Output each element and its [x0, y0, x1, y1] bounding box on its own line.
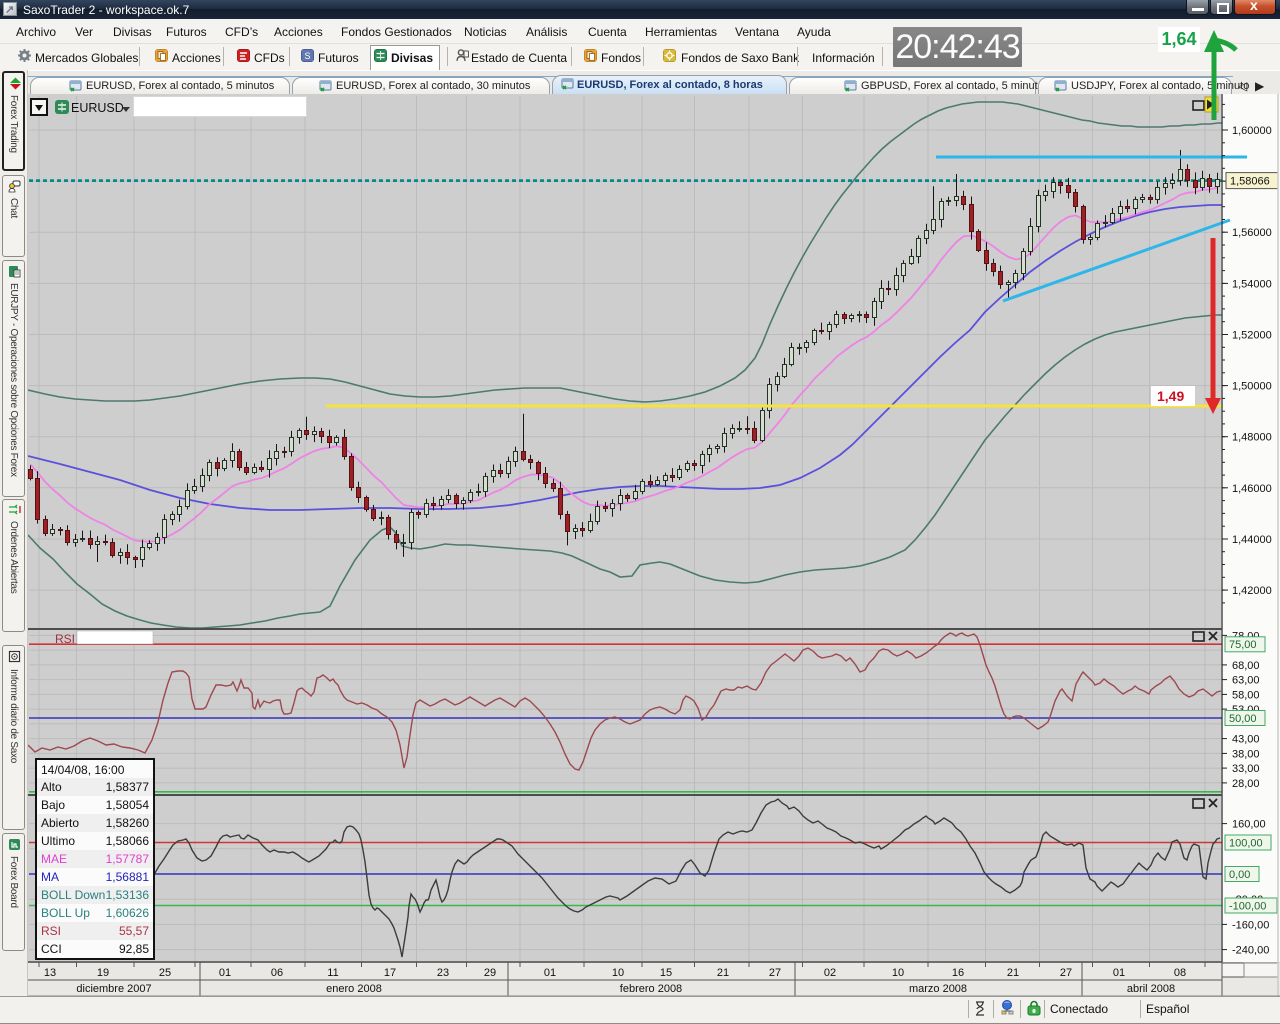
svg-text:29: 29 — [484, 967, 496, 979]
svg-text:1,60000: 1,60000 — [1232, 125, 1272, 137]
svg-text:febrero 2008: febrero 2008 — [620, 983, 682, 995]
svg-text:01: 01 — [1113, 967, 1125, 979]
svg-text:diciembre 2007: diciembre 2007 — [76, 983, 151, 995]
svg-text:21: 21 — [717, 967, 729, 979]
svg-text:16: 16 — [952, 967, 964, 979]
svg-text:1,46000: 1,46000 — [1232, 483, 1272, 495]
svg-text:1,48000: 1,48000 — [1232, 432, 1272, 444]
svg-text:1,58066: 1,58066 — [1230, 176, 1270, 188]
svg-text:-100,00: -100,00 — [1229, 901, 1266, 913]
svg-text:01: 01 — [219, 967, 231, 979]
svg-text:25: 25 — [159, 967, 171, 979]
svg-text:68,00: 68,00 — [1232, 660, 1260, 672]
svg-text:63,00: 63,00 — [1232, 675, 1260, 687]
svg-text:28,00: 28,00 — [1232, 778, 1260, 790]
svg-text:75,00: 75,00 — [1229, 639, 1257, 651]
svg-text:17: 17 — [384, 967, 396, 979]
svg-text:marzo 2008: marzo 2008 — [909, 983, 967, 995]
svg-text:21: 21 — [1007, 967, 1019, 979]
svg-text:S: S — [305, 51, 311, 61]
svg-text:27: 27 — [769, 967, 781, 979]
svg-text:06: 06 — [271, 967, 283, 979]
svg-text:01: 01 — [544, 967, 556, 979]
svg-text:-160,00: -160,00 — [1232, 919, 1269, 931]
svg-text:-240,00: -240,00 — [1232, 945, 1269, 957]
svg-text:1,44000: 1,44000 — [1232, 534, 1272, 546]
svg-text:1,52000: 1,52000 — [1232, 330, 1272, 342]
svg-text:08: 08 — [1174, 967, 1186, 979]
svg-text:23: 23 — [437, 967, 449, 979]
svg-text:58,00: 58,00 — [1232, 689, 1260, 701]
svg-text:RSI: RSI — [55, 632, 75, 646]
svg-text:enero 2008: enero 2008 — [326, 983, 382, 995]
svg-text:33,00: 33,00 — [1232, 763, 1260, 775]
svg-text:1,54000: 1,54000 — [1232, 278, 1272, 290]
svg-text:160,00: 160,00 — [1232, 819, 1266, 831]
svg-text:1,49: 1,49 — [1157, 388, 1184, 404]
svg-text:43,00: 43,00 — [1232, 734, 1260, 746]
svg-text:27: 27 — [1060, 967, 1072, 979]
svg-text:15: 15 — [660, 967, 672, 979]
svg-text:10: 10 — [612, 967, 624, 979]
svg-text:38,00: 38,00 — [1232, 748, 1260, 760]
svg-text:0,00: 0,00 — [1229, 869, 1250, 881]
svg-text:1,50000: 1,50000 — [1232, 381, 1272, 393]
svg-text:10: 10 — [892, 967, 904, 979]
svg-text:11: 11 — [327, 967, 338, 979]
svg-text:02: 02 — [824, 967, 836, 979]
svg-text:19: 19 — [97, 967, 109, 979]
svg-text:13: 13 — [44, 967, 56, 979]
svg-text:1,56000: 1,56000 — [1232, 227, 1272, 239]
svg-text:abril 2008: abril 2008 — [1127, 983, 1175, 995]
svg-text:50,00: 50,00 — [1229, 713, 1257, 725]
svg-text:1,42000: 1,42000 — [1232, 585, 1272, 597]
svg-text:100,00: 100,00 — [1229, 838, 1263, 850]
